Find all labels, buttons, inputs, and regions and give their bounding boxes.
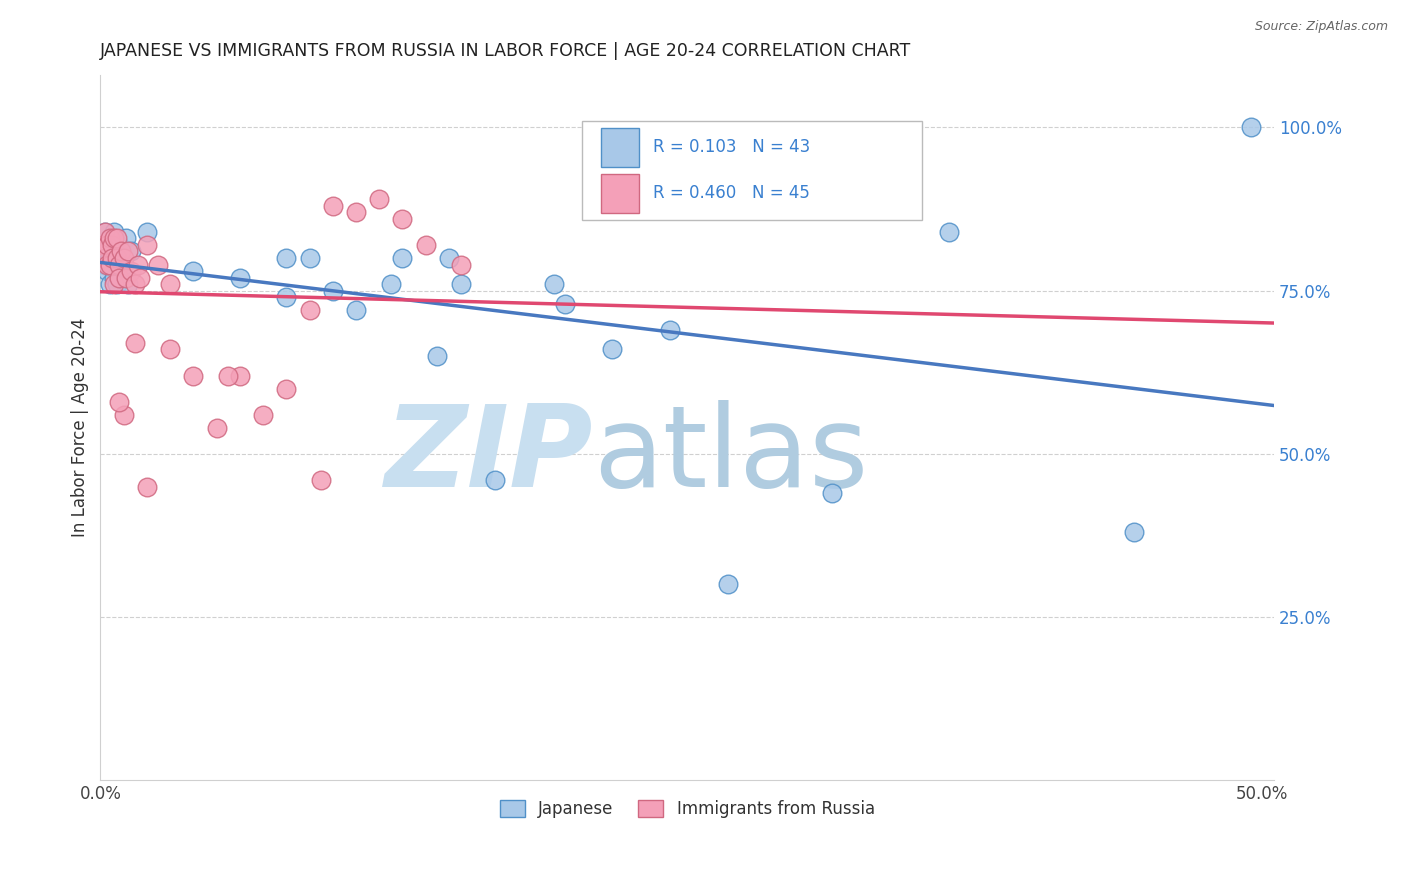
Point — [252, 408, 274, 422]
Point — [105, 231, 128, 245]
Point — [103, 270, 125, 285]
Point — [101, 238, 124, 252]
Point — [94, 251, 117, 265]
Point — [103, 231, 125, 245]
Point — [98, 231, 121, 245]
Point — [105, 251, 128, 265]
Point — [391, 211, 413, 226]
Point — [276, 290, 298, 304]
Point — [1123, 525, 1146, 540]
Point — [105, 251, 128, 265]
Point — [135, 238, 157, 252]
Point — [380, 277, 402, 292]
Point — [344, 303, 367, 318]
Text: JAPANESE VS IMMIGRANTS FROM RUSSIA IN LABOR FORCE | AGE 20-24 CORRELATION CHART: JAPANESE VS IMMIGRANTS FROM RUSSIA IN LA… — [100, 42, 911, 60]
Text: R = 0.103   N = 43: R = 0.103 N = 43 — [654, 138, 810, 156]
Point — [450, 277, 472, 292]
Point — [159, 343, 181, 357]
Point — [96, 264, 118, 278]
Text: ZIP: ZIP — [385, 401, 593, 511]
Point — [229, 270, 252, 285]
Point — [110, 251, 132, 265]
Point — [217, 368, 239, 383]
Point — [391, 251, 413, 265]
Point — [554, 296, 576, 310]
Point — [101, 238, 124, 252]
Point — [322, 199, 344, 213]
Point — [821, 486, 844, 500]
Point — [543, 277, 565, 292]
Point — [322, 284, 344, 298]
Point — [103, 225, 125, 239]
Bar — [602, 128, 638, 167]
Point — [484, 473, 506, 487]
Point — [205, 421, 228, 435]
Point — [426, 349, 449, 363]
Point — [1240, 120, 1263, 135]
Point — [159, 277, 181, 292]
Point — [98, 231, 121, 245]
Point — [717, 577, 740, 591]
Point — [181, 264, 204, 278]
Text: R = 0.460   N = 45: R = 0.460 N = 45 — [654, 185, 810, 202]
Point — [115, 231, 138, 245]
Point — [344, 205, 367, 219]
Point — [101, 258, 124, 272]
Point — [124, 277, 146, 292]
Point — [98, 258, 121, 272]
Point — [938, 225, 960, 239]
Point — [128, 270, 150, 285]
Point — [117, 244, 139, 259]
Point — [108, 394, 131, 409]
Point — [108, 258, 131, 272]
Point — [309, 473, 332, 487]
Point — [658, 323, 681, 337]
Bar — [602, 174, 638, 212]
Text: atlas: atlas — [593, 401, 869, 511]
Point — [108, 270, 131, 285]
Text: Source: ZipAtlas.com: Source: ZipAtlas.com — [1254, 20, 1388, 33]
Point — [96, 258, 118, 272]
Point — [91, 238, 114, 252]
Point — [110, 244, 132, 259]
Point — [108, 238, 131, 252]
Point — [148, 258, 170, 272]
Point — [94, 225, 117, 239]
Point — [276, 251, 298, 265]
Point — [94, 258, 117, 272]
Point — [229, 368, 252, 383]
Point — [91, 251, 114, 265]
Y-axis label: In Labor Force | Age 20-24: In Labor Force | Age 20-24 — [72, 318, 89, 537]
Point — [101, 251, 124, 265]
Point — [117, 277, 139, 292]
FancyBboxPatch shape — [582, 121, 922, 219]
Point — [135, 225, 157, 239]
Point — [112, 408, 135, 422]
Point — [98, 277, 121, 292]
Point — [368, 192, 391, 206]
Legend: Japanese, Immigrants from Russia: Japanese, Immigrants from Russia — [494, 793, 882, 825]
Point — [450, 258, 472, 272]
Point — [120, 244, 142, 259]
Point — [124, 335, 146, 350]
Point — [415, 238, 437, 252]
Point — [112, 251, 135, 265]
Point — [94, 225, 117, 239]
Point — [181, 368, 204, 383]
Point — [127, 258, 149, 272]
Point — [298, 303, 321, 318]
Point — [120, 264, 142, 278]
Point — [276, 382, 298, 396]
Point — [98, 251, 121, 265]
Point — [135, 479, 157, 493]
Point — [437, 251, 460, 265]
Point — [103, 277, 125, 292]
Point — [96, 244, 118, 259]
Point — [112, 258, 135, 272]
Point — [105, 277, 128, 292]
Point — [96, 238, 118, 252]
Point — [600, 343, 623, 357]
Point — [298, 251, 321, 265]
Point — [115, 270, 138, 285]
